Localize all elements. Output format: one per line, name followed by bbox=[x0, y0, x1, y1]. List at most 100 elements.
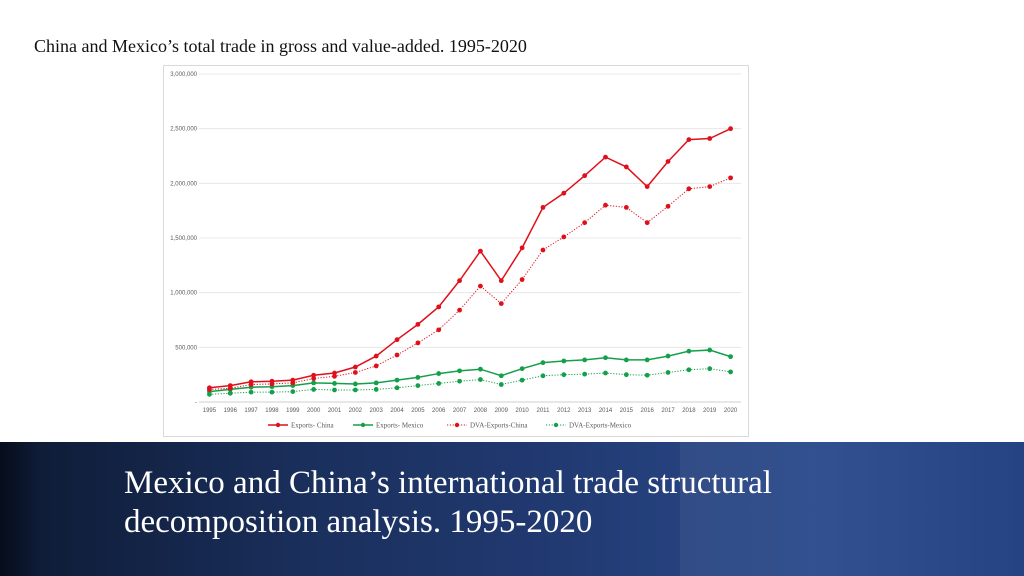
x-tick-label: 1996 bbox=[224, 408, 238, 414]
data-point bbox=[665, 159, 671, 164]
series-line bbox=[209, 349, 731, 393]
legend-swatch-marker bbox=[454, 422, 460, 428]
data-point bbox=[311, 376, 317, 381]
x-tick-label: 2001 bbox=[328, 408, 342, 414]
data-point bbox=[644, 184, 650, 190]
series-3 bbox=[207, 366, 733, 397]
data-point bbox=[457, 278, 462, 284]
x-tick-label: 2008 bbox=[474, 408, 488, 414]
x-tick-label: 2020 bbox=[724, 408, 738, 414]
banner-edge-shade bbox=[0, 442, 40, 576]
x-axis-ticks: 1995 1996 1997 1998 1999 2000 2001 2002 2003 2004… bbox=[203, 408, 738, 414]
data-point bbox=[227, 385, 233, 391]
data-point bbox=[582, 357, 588, 363]
chart-frame bbox=[163, 65, 749, 437]
data-point bbox=[207, 387, 212, 392]
y-tick-label: 2,500,000 bbox=[170, 127, 197, 133]
data-point bbox=[311, 380, 317, 386]
data-point bbox=[498, 301, 504, 306]
data-point bbox=[311, 387, 317, 392]
data-point bbox=[519, 377, 525, 383]
series-line bbox=[209, 127, 731, 389]
x-tick-label: 1995 bbox=[203, 408, 217, 414]
data-point bbox=[623, 372, 629, 378]
data-point bbox=[707, 366, 713, 372]
data-point bbox=[582, 220, 588, 226]
data-point bbox=[290, 389, 296, 395]
data-point bbox=[311, 372, 317, 378]
x-tick-label: 2014 bbox=[599, 408, 613, 414]
data-point bbox=[519, 366, 525, 372]
data-point bbox=[686, 137, 692, 143]
data-point bbox=[686, 348, 692, 354]
x-tick-label: 2011 bbox=[537, 408, 551, 414]
data-point bbox=[332, 387, 337, 393]
legend-item: DVA-Exports-China bbox=[447, 422, 528, 430]
data-point bbox=[332, 381, 337, 386]
data-point bbox=[478, 248, 483, 254]
data-point bbox=[665, 203, 671, 209]
x-tick-label: 2012 bbox=[557, 408, 571, 414]
data-point bbox=[707, 136, 713, 141]
legend: Exports- China Exports- Mexico DVA-Exports… bbox=[268, 422, 632, 430]
data-point bbox=[707, 347, 713, 353]
data-point bbox=[686, 186, 692, 192]
x-tick-label: 1998 bbox=[265, 408, 279, 414]
data-point bbox=[540, 204, 546, 210]
data-point bbox=[227, 390, 233, 396]
y-tick-label: 1,500,000 bbox=[170, 236, 197, 242]
data-point bbox=[436, 371, 442, 376]
data-point bbox=[728, 126, 733, 132]
data-point bbox=[603, 154, 608, 160]
data-point bbox=[373, 363, 379, 369]
data-point bbox=[561, 372, 567, 378]
data-point bbox=[457, 378, 462, 384]
series-1 bbox=[207, 347, 733, 395]
series-line bbox=[209, 368, 731, 395]
x-tick-label: 2002 bbox=[349, 408, 363, 414]
data-point bbox=[373, 380, 379, 386]
data-point bbox=[540, 247, 546, 253]
banner-sheen bbox=[680, 442, 1024, 576]
legend-swatch-marker bbox=[360, 422, 366, 428]
legend-label: Exports- Mexico bbox=[376, 422, 424, 430]
data-point bbox=[519, 277, 525, 282]
legend-label: DVA-Exports-Mexico bbox=[569, 422, 632, 430]
x-tick-label: 2019 bbox=[703, 408, 717, 414]
data-point bbox=[332, 370, 337, 376]
data-point bbox=[644, 372, 650, 378]
data-point bbox=[728, 354, 733, 360]
data-point bbox=[373, 353, 379, 359]
series-lines bbox=[207, 126, 733, 397]
data-point bbox=[415, 340, 421, 346]
x-tick-label: 2006 bbox=[432, 408, 446, 414]
x-tick-label: 1999 bbox=[286, 408, 300, 414]
data-point bbox=[603, 355, 608, 361]
series-0 bbox=[207, 126, 733, 391]
data-point bbox=[394, 352, 400, 358]
data-point bbox=[394, 385, 400, 391]
y-tick-label: 500,000 bbox=[175, 345, 197, 351]
x-tick-label: 2009 bbox=[495, 408, 509, 414]
y-tick-label: 3,000,000 bbox=[170, 72, 197, 78]
x-tick-label: 2003 bbox=[370, 408, 384, 414]
data-point bbox=[582, 173, 588, 179]
data-point bbox=[623, 204, 629, 210]
data-point bbox=[561, 358, 567, 364]
data-point bbox=[603, 370, 608, 376]
data-point bbox=[561, 190, 567, 196]
data-point bbox=[269, 389, 275, 395]
data-point bbox=[290, 380, 296, 386]
y-tick-label: - bbox=[195, 400, 197, 406]
x-tick-label: 2010 bbox=[515, 408, 529, 414]
data-point bbox=[352, 387, 358, 393]
data-point bbox=[352, 364, 358, 370]
data-point bbox=[394, 377, 400, 383]
data-point bbox=[415, 375, 421, 380]
data-point bbox=[498, 278, 504, 284]
data-point bbox=[623, 164, 629, 170]
data-point bbox=[478, 283, 483, 289]
data-point bbox=[415, 383, 421, 388]
legend-item: Exports- Mexico bbox=[353, 422, 424, 430]
